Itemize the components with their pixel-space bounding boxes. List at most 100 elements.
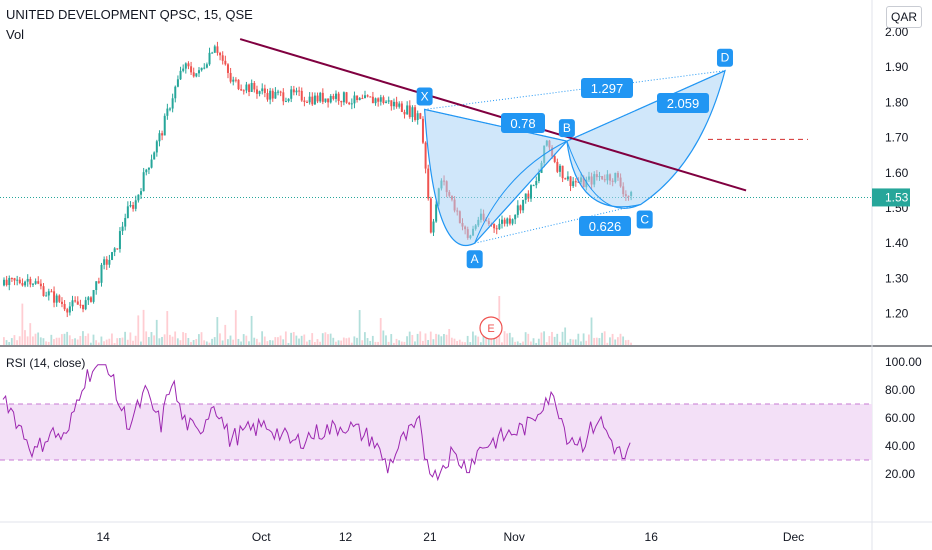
volume-label: Vol — [6, 27, 25, 42]
volume-bar — [403, 341, 406, 345]
candle-body — [569, 176, 572, 187]
price-tick-label: 1.90 — [885, 60, 909, 74]
volume-bar — [42, 338, 45, 345]
candle-body — [245, 84, 248, 91]
volume-bar — [92, 334, 95, 345]
rsi-axis: 100.00 80.00 60.00 40.00 20.00 — [885, 355, 922, 481]
volume-bar — [363, 332, 366, 345]
volume-bar — [31, 336, 34, 345]
candle-body — [411, 107, 414, 118]
ratio-label: 2.059 — [657, 93, 709, 113]
volume-bar — [184, 333, 187, 345]
pattern-point-b: B — [558, 119, 575, 138]
candle-body — [532, 185, 535, 187]
volume-bar — [316, 339, 319, 345]
volume-bars — [3, 296, 632, 345]
candle-body — [129, 205, 132, 207]
point-badge — [636, 210, 653, 229]
currency-button[interactable]: QAR — [886, 6, 922, 28]
candle-body — [89, 297, 92, 302]
ratio-badge — [581, 78, 633, 98]
candle-body — [224, 60, 227, 65]
volume-bar — [195, 339, 198, 345]
volume-bar — [187, 337, 190, 345]
volume-bar — [163, 334, 166, 345]
candle-body — [3, 279, 5, 286]
candle-body — [103, 259, 106, 265]
ratio-text: 2.059 — [667, 96, 700, 111]
candle-body — [263, 88, 266, 93]
volume-bar — [574, 339, 577, 345]
candle-body — [253, 82, 256, 90]
candle-body — [182, 68, 185, 71]
volume-bar — [121, 337, 124, 345]
price-tick-label: 1.60 — [885, 166, 909, 180]
volume-bar — [303, 334, 306, 345]
volume-bar — [66, 331, 69, 345]
candle-body — [45, 295, 48, 297]
volume-bar — [545, 342, 548, 345]
rsi-label[interactable]: RSI (14, close) — [6, 356, 86, 370]
volume-bar — [606, 342, 609, 345]
volume-bar — [211, 338, 213, 345]
volume-bar — [266, 341, 269, 345]
candle-body — [290, 89, 293, 99]
volume-bar — [45, 341, 47, 345]
volume-bar — [134, 335, 137, 345]
volume-bar — [166, 311, 169, 345]
candle-body — [511, 219, 514, 224]
volume-bar — [501, 342, 503, 345]
candle-body — [126, 206, 129, 218]
candle-body — [300, 90, 303, 101]
volume-bar — [155, 319, 158, 345]
candle-body — [311, 96, 314, 105]
pattern-xb-dotted — [424, 108, 567, 142]
candle-body — [111, 252, 114, 260]
candle-body — [174, 86, 177, 99]
volume-bar — [200, 332, 203, 345]
rsi-tick-label: 40.00 — [885, 439, 915, 453]
candle-body — [145, 169, 148, 173]
candle-body — [363, 95, 366, 99]
volume-bar — [369, 340, 372, 345]
volume-bar — [153, 335, 155, 345]
volume-bar — [609, 337, 611, 345]
volume-bar — [337, 340, 340, 345]
candle-body — [219, 52, 222, 56]
candle-body — [92, 290, 95, 302]
volume-bar — [258, 342, 261, 345]
candle-body — [279, 91, 282, 93]
candle-body — [537, 172, 540, 181]
candle-body — [382, 97, 385, 104]
candle-body — [387, 100, 390, 102]
volume-bar — [116, 338, 119, 345]
candle-body — [116, 248, 119, 250]
volume-bar — [479, 342, 482, 345]
volume-bar — [453, 338, 456, 345]
candle-body — [337, 93, 340, 102]
candle-body — [432, 221, 435, 233]
candle-body — [390, 100, 393, 107]
volume-bar — [353, 336, 356, 345]
time-tick-label: 14 — [96, 530, 110, 544]
volume-bar — [603, 331, 606, 345]
volume-bar — [306, 341, 308, 345]
volume-bar — [58, 337, 61, 345]
volume-bar — [229, 335, 232, 345]
candle-body — [527, 193, 530, 199]
volume-bar — [269, 340, 271, 345]
candle-body — [229, 72, 232, 82]
volume-bar — [255, 338, 258, 345]
volume-bar — [150, 332, 153, 345]
candle-body — [242, 90, 245, 92]
candle-body — [24, 281, 27, 286]
volume-bar — [47, 341, 50, 345]
volume-bar — [82, 331, 84, 345]
candle-body — [16, 279, 19, 281]
candle-body — [295, 90, 298, 93]
candle-body — [53, 291, 56, 303]
candle-body — [356, 95, 359, 100]
candle-body — [519, 205, 522, 211]
symbol-title[interactable]: UNITED DEVELOPMENT QPSC, 15, QSE — [6, 7, 253, 22]
